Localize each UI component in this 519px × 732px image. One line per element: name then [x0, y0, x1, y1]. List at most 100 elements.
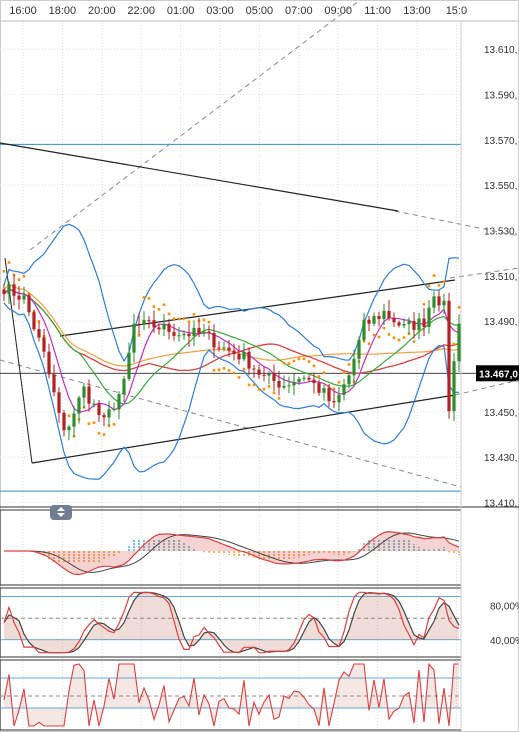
sar-dot: [257, 388, 261, 391]
sar-dot: [262, 387, 266, 391]
candle-body: [252, 368, 256, 370]
price-axis-label: 13.610,: [484, 45, 517, 56]
sar-dot: [222, 367, 226, 370]
candle-body: [457, 323, 461, 362]
candle-body: [47, 351, 51, 375]
candle-body: [432, 296, 436, 308]
sar-dot: [337, 380, 341, 384]
panel-resize-handle[interactable]: [50, 505, 72, 520]
sar-dot: [2, 269, 6, 273]
candle-body: [57, 392, 61, 413]
candle-body: [212, 333, 216, 348]
time-axis-label: 07:00: [285, 5, 313, 17]
current-price-label: 13.467,0: [479, 369, 518, 380]
sar-dot: [282, 361, 286, 365]
candle-body: [32, 312, 36, 330]
candle-body: [137, 323, 141, 325]
candle-body: [107, 409, 111, 418]
sar-dot: [377, 335, 381, 339]
candle-body: [307, 377, 311, 380]
candle-body: [257, 369, 261, 375]
candle-body: [52, 374, 56, 393]
candle-body: [37, 329, 41, 338]
candle-body: [142, 320, 146, 325]
candle-body: [2, 289, 6, 294]
candle-body: [67, 426, 71, 431]
candle-body: [377, 316, 381, 319]
sar-dot: [177, 317, 181, 321]
oscillator-axis-label: 40,00%: [490, 636, 519, 647]
trendline-descending: [0, 142, 399, 212]
sar-dot: [342, 371, 346, 374]
sar-dot: [67, 414, 71, 418]
macd-signal-line: [4, 532, 460, 573]
dashed-trend-extension: [394, 210, 519, 237]
sar-dot: [237, 376, 241, 379]
candle-body: [362, 319, 366, 340]
candle-body: [317, 383, 321, 393]
time-axis-label: 13:00: [403, 5, 431, 17]
candle-body: [407, 321, 411, 324]
candle-body: [227, 347, 231, 351]
sar-dot: [202, 318, 206, 322]
moving-average-magenta: [3, 288, 460, 413]
sar-dot: [457, 306, 461, 309]
candle-body: [337, 394, 341, 403]
candle-body: [112, 409, 116, 411]
candle-body: [237, 353, 241, 360]
candle-body: [217, 347, 221, 349]
sar-dot: [312, 364, 316, 368]
price-axis-label: 13.550,: [484, 181, 517, 192]
candle-body: [157, 327, 161, 330]
candle-body: [242, 351, 246, 360]
sar-dot: [207, 320, 211, 324]
time-axis-label: 11:00: [364, 5, 391, 17]
sar-dot: [242, 367, 246, 371]
price-axis-label: 13.570,: [484, 136, 517, 147]
candle-body: [207, 331, 211, 334]
candle-body: [272, 373, 276, 382]
candle-body: [117, 394, 121, 410]
candle-body: [277, 381, 281, 388]
candle-body: [282, 385, 286, 388]
sar-dot: [152, 305, 156, 308]
price-axis-label: 13.590,: [484, 91, 517, 102]
candle-body: [287, 385, 291, 387]
candle-body: [302, 377, 306, 379]
price-axis-label: 13.410,: [484, 498, 517, 509]
sar-dot: [142, 296, 146, 299]
sar-dot: [87, 422, 91, 425]
sar-dot: [112, 423, 116, 426]
sar-dot: [322, 371, 326, 375]
candle-body: [152, 320, 156, 328]
sar-dot: [302, 357, 306, 361]
candle-body: [427, 307, 431, 327]
time-axis-label: 09:00: [324, 5, 352, 17]
candle-body: [12, 284, 16, 296]
oscillator-axis-label: 80,00%: [490, 601, 519, 612]
sar-dot: [217, 368, 221, 372]
time-axis-label: 18:00: [49, 5, 77, 17]
sar-dot: [192, 313, 196, 316]
candle-body: [102, 415, 106, 418]
sar-dot: [297, 357, 301, 361]
candle-body: [182, 333, 186, 336]
time-axis-label: 22:00: [127, 5, 155, 17]
macd-area: [4, 531, 459, 575]
candle-body: [267, 373, 271, 376]
dashed-trend-lower: [0, 359, 462, 488]
stochastic-k-line: [3, 591, 460, 654]
dashed-support-extension: [454, 379, 519, 396]
candle-body: [127, 352, 131, 379]
sar-dot: [387, 333, 391, 336]
candle-body: [62, 412, 66, 431]
candle-body: [92, 403, 96, 405]
rsi-line: [3, 662, 459, 727]
sar-dot: [157, 308, 161, 311]
candle-body: [297, 378, 301, 382]
sar-dot: [247, 383, 251, 387]
candle-body: [412, 321, 416, 330]
sar-dot: [147, 297, 151, 300]
sar-dot: [292, 359, 296, 363]
